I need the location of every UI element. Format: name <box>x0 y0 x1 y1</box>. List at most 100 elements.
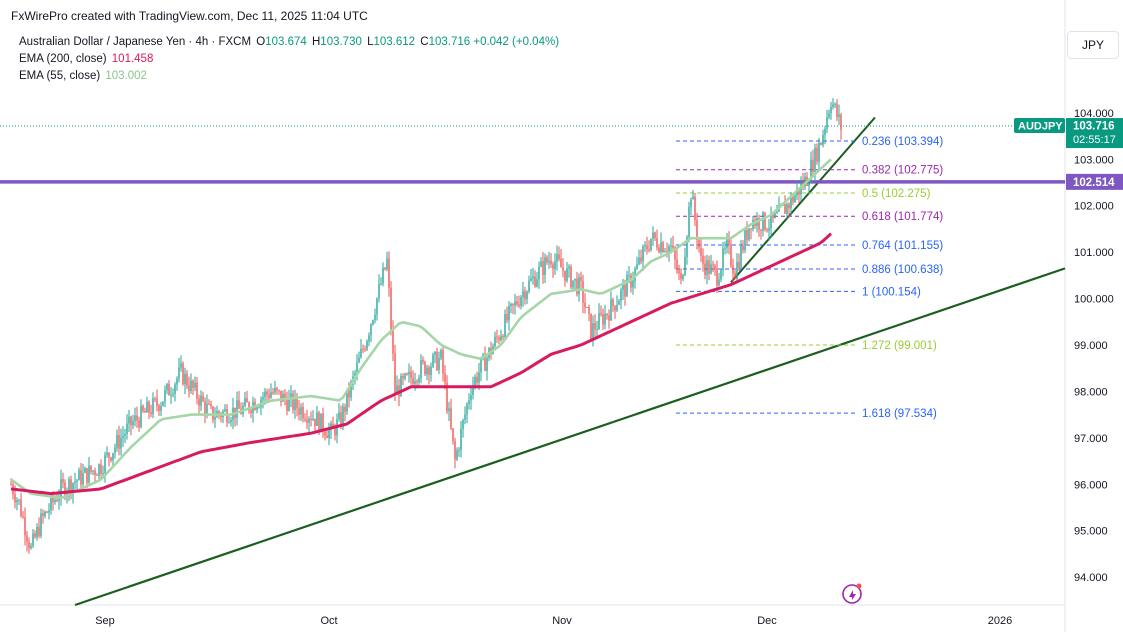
candle-body <box>248 402 250 411</box>
ema200-label: EMA (200, close) <box>19 53 107 65</box>
fib-level-label: 0.382 (102.775) <box>862 165 943 177</box>
candle-body <box>42 513 44 517</box>
ohlc-high-label: H <box>311 36 321 48</box>
candle-body <box>654 232 656 239</box>
attribution: FxWirePro created with TradingView.com, … <box>11 9 368 23</box>
candle-body <box>578 277 580 295</box>
candle-body <box>134 415 136 422</box>
symbol-line: Australian Dollar / Japanese Yen · 4h · … <box>19 36 252 48</box>
candle-body <box>340 412 342 427</box>
candle-body <box>626 275 628 297</box>
candle-body <box>308 418 310 423</box>
candle-body <box>72 483 74 494</box>
ema200-line[interactable] <box>10 232 833 496</box>
candle-body <box>516 301 518 305</box>
candle-body <box>394 353 396 394</box>
candle-body <box>510 303 512 307</box>
candle-body <box>682 274 684 280</box>
candle-body <box>452 428 454 442</box>
ema55-line[interactable] <box>10 158 832 500</box>
candle-body <box>322 413 324 432</box>
candle-body <box>282 393 284 402</box>
long-trend-line[interactable] <box>74 267 1066 607</box>
ema200-legend[interactable]: EMA (200, close) 101.458 <box>19 53 153 65</box>
candle-body <box>456 450 458 460</box>
candle-body <box>442 350 444 374</box>
currency-button[interactable]: JPY <box>1067 31 1119 59</box>
ema55-legend[interactable]: EMA (55, close) 103.002 <box>19 70 147 82</box>
candle-body <box>480 359 482 373</box>
candle-body <box>74 481 76 484</box>
candle-body <box>592 323 594 340</box>
candle-body <box>56 499 58 501</box>
candle-body <box>566 268 568 281</box>
candle-body <box>816 147 818 162</box>
y-tick-label: 101.000 <box>1074 247 1114 259</box>
candle-body <box>30 545 32 549</box>
ohlc-change: +0.042 (+0.04%) <box>473 36 560 48</box>
candle-body <box>486 357 488 371</box>
fib-level-label: 0.886 (100.638) <box>862 264 943 276</box>
candle-body <box>532 276 534 279</box>
candle-body <box>724 247 726 249</box>
candle-body <box>476 376 478 383</box>
candle-body <box>164 390 166 402</box>
candle-body <box>196 382 198 399</box>
candle-body <box>28 541 30 549</box>
candle-body <box>334 426 336 436</box>
candle-body <box>86 468 88 483</box>
candle-body <box>644 245 646 247</box>
candle-body <box>704 263 706 276</box>
candle-body <box>558 254 560 260</box>
ohlc-open-label: O <box>256 36 266 48</box>
candle-body <box>218 411 220 415</box>
short-trend-line[interactable] <box>730 116 876 283</box>
candle-body <box>738 262 740 268</box>
candle-body <box>104 455 106 474</box>
candle-body <box>100 464 102 474</box>
candle-body <box>416 381 418 383</box>
candle-body <box>54 499 56 503</box>
candle-body <box>472 385 474 396</box>
candle-body <box>34 533 36 538</box>
candle-body <box>106 452 108 456</box>
candle-body <box>514 301 516 306</box>
candle-body <box>18 499 20 501</box>
ema55-value: 103.002 <box>105 70 147 82</box>
candle-body <box>278 390 280 392</box>
candle-body <box>636 264 638 269</box>
candle-body <box>772 214 774 218</box>
candle-body <box>194 382 196 388</box>
candle-body <box>786 204 788 214</box>
candle-body <box>552 264 554 270</box>
candle-body <box>138 420 140 428</box>
candle-body <box>230 420 232 423</box>
candle-body <box>122 435 124 438</box>
candle-body <box>378 284 380 299</box>
candle-body <box>444 373 446 383</box>
candle-body <box>298 408 300 415</box>
candle-body <box>296 396 298 409</box>
candle-body <box>68 479 70 492</box>
candle-body <box>790 196 792 209</box>
candle-body <box>424 361 426 375</box>
candle-body <box>692 196 694 200</box>
candle-body <box>646 245 648 250</box>
candle-body <box>328 430 330 439</box>
candle-body <box>464 414 466 420</box>
x-tick-label: Dec <box>757 615 777 627</box>
candle-body <box>624 284 626 297</box>
x-tick-label: Nov <box>552 615 572 627</box>
candle-body <box>110 457 112 461</box>
candle-body <box>304 418 306 420</box>
candle-body <box>244 398 246 407</box>
candle-body <box>158 405 160 411</box>
candle-body <box>788 204 790 209</box>
candle-body <box>462 419 464 429</box>
candle-body <box>250 410 252 414</box>
candle-body <box>528 280 530 292</box>
candle-body <box>24 517 26 536</box>
candle-body <box>348 390 350 398</box>
